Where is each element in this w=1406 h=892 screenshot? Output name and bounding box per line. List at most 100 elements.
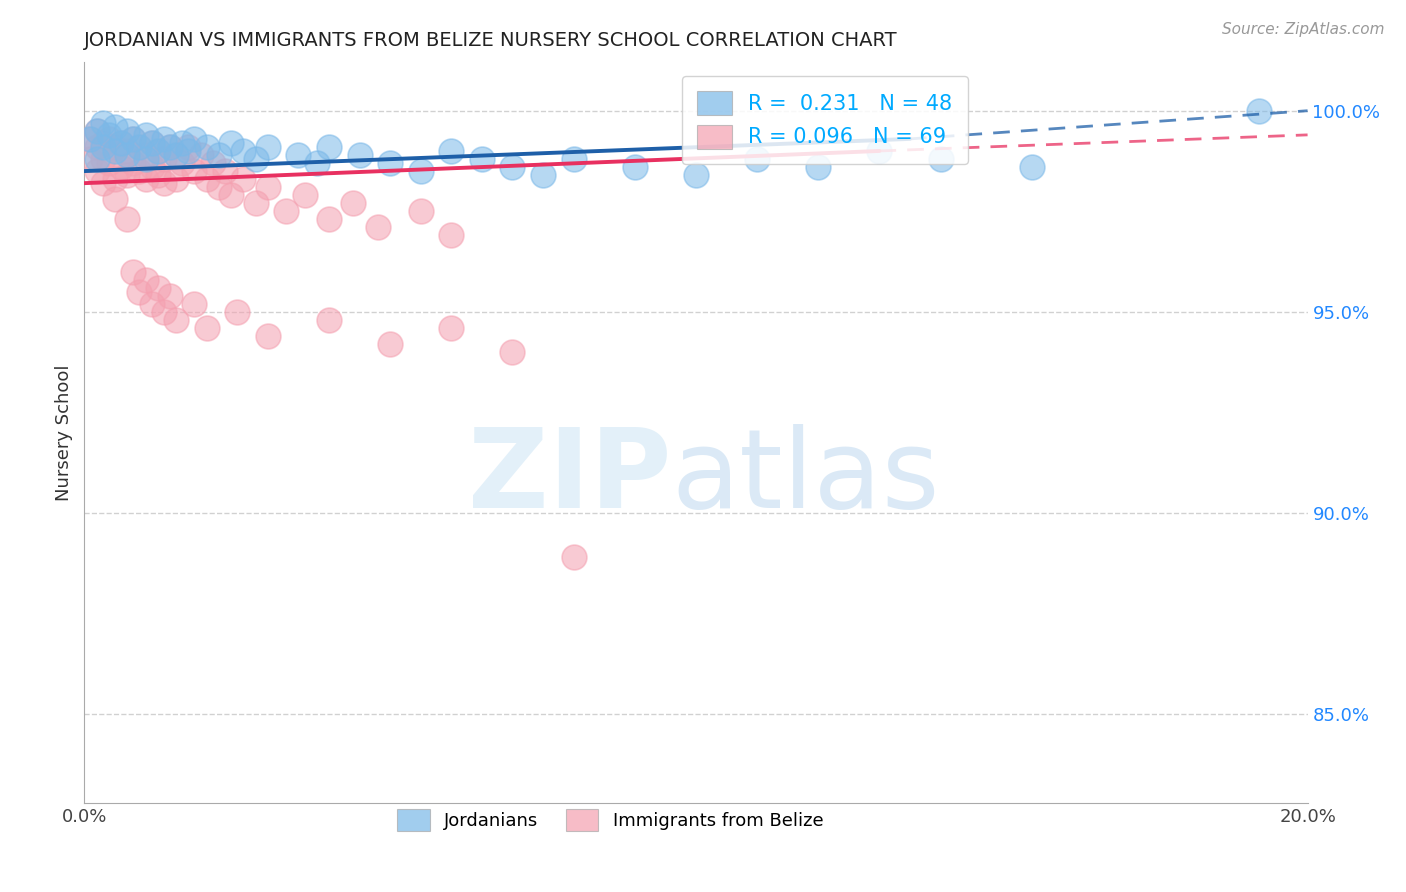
Point bbox=[104, 140, 127, 154]
Point bbox=[195, 140, 218, 154]
Point bbox=[122, 132, 145, 146]
Point bbox=[219, 136, 242, 150]
Point bbox=[91, 152, 114, 166]
Point bbox=[165, 148, 187, 162]
Text: JORDANIAN VS IMMIGRANTS FROM BELIZE NURSERY SCHOOL CORRELATION CHART: JORDANIAN VS IMMIGRANTS FROM BELIZE NURS… bbox=[84, 30, 898, 50]
Point bbox=[115, 144, 138, 158]
Point bbox=[409, 164, 432, 178]
Point bbox=[219, 188, 242, 202]
Point bbox=[97, 156, 120, 170]
Point bbox=[367, 220, 389, 235]
Point bbox=[146, 281, 169, 295]
Point bbox=[409, 204, 432, 219]
Point bbox=[153, 176, 176, 190]
Point bbox=[342, 196, 364, 211]
Point bbox=[110, 136, 132, 150]
Point bbox=[869, 144, 891, 158]
Y-axis label: Nursery School: Nursery School bbox=[55, 364, 73, 501]
Point bbox=[1021, 160, 1043, 174]
Point bbox=[79, 152, 101, 166]
Point bbox=[172, 156, 194, 170]
Point bbox=[276, 204, 298, 219]
Point bbox=[165, 148, 187, 162]
Point bbox=[183, 132, 205, 146]
Point bbox=[440, 144, 463, 158]
Point bbox=[79, 132, 101, 146]
Point bbox=[153, 305, 176, 319]
Point bbox=[86, 164, 108, 178]
Point bbox=[190, 148, 212, 162]
Point bbox=[104, 172, 127, 186]
Text: Source: ZipAtlas.com: Source: ZipAtlas.com bbox=[1222, 22, 1385, 37]
Point bbox=[86, 152, 108, 166]
Point bbox=[208, 180, 231, 194]
Point bbox=[177, 144, 200, 158]
Point bbox=[232, 172, 254, 186]
Point bbox=[135, 152, 157, 166]
Point bbox=[159, 140, 181, 154]
Point bbox=[97, 128, 120, 142]
Point bbox=[287, 148, 309, 162]
Point bbox=[91, 136, 114, 150]
Point bbox=[257, 140, 280, 154]
Point bbox=[104, 144, 127, 158]
Point bbox=[165, 172, 187, 186]
Point bbox=[165, 313, 187, 327]
Point bbox=[502, 160, 524, 174]
Point bbox=[195, 172, 218, 186]
Point bbox=[86, 124, 108, 138]
Point bbox=[146, 144, 169, 158]
Legend: Jordanians, Immigrants from Belize: Jordanians, Immigrants from Belize bbox=[382, 795, 838, 846]
Point bbox=[294, 188, 316, 202]
Point bbox=[380, 156, 402, 170]
Point bbox=[128, 285, 150, 299]
Point bbox=[471, 152, 494, 166]
Point bbox=[349, 148, 371, 162]
Point bbox=[146, 144, 169, 158]
Point bbox=[86, 124, 108, 138]
Point bbox=[159, 140, 181, 154]
Point bbox=[440, 321, 463, 335]
Point bbox=[159, 289, 181, 303]
Point bbox=[153, 152, 176, 166]
Point bbox=[128, 164, 150, 178]
Point bbox=[146, 168, 169, 182]
Point bbox=[226, 305, 249, 319]
Point bbox=[110, 136, 132, 150]
Point bbox=[141, 136, 163, 150]
Point bbox=[807, 160, 830, 174]
Point bbox=[79, 132, 101, 146]
Point bbox=[318, 212, 340, 227]
Point bbox=[122, 132, 145, 146]
Point bbox=[128, 140, 150, 154]
Text: atlas: atlas bbox=[672, 424, 941, 531]
Point bbox=[177, 140, 200, 154]
Point bbox=[318, 313, 340, 327]
Point bbox=[91, 116, 114, 130]
Point bbox=[257, 180, 280, 194]
Point bbox=[562, 550, 585, 565]
Point bbox=[380, 337, 402, 351]
Point bbox=[97, 132, 120, 146]
Point bbox=[685, 168, 707, 182]
Point bbox=[531, 168, 554, 182]
Point bbox=[562, 152, 585, 166]
Point bbox=[104, 192, 127, 206]
Point bbox=[1247, 103, 1270, 118]
Point bbox=[183, 297, 205, 311]
Point bbox=[115, 212, 138, 227]
Point bbox=[141, 297, 163, 311]
Point bbox=[135, 148, 157, 162]
Point bbox=[245, 196, 267, 211]
Point bbox=[201, 156, 224, 170]
Point bbox=[141, 136, 163, 150]
Point bbox=[208, 148, 231, 162]
Point bbox=[440, 228, 463, 243]
Point bbox=[747, 152, 769, 166]
Point bbox=[122, 265, 145, 279]
Point bbox=[86, 140, 108, 154]
Point bbox=[624, 160, 647, 174]
Point bbox=[115, 124, 138, 138]
Point bbox=[91, 140, 114, 154]
Point bbox=[929, 152, 952, 166]
